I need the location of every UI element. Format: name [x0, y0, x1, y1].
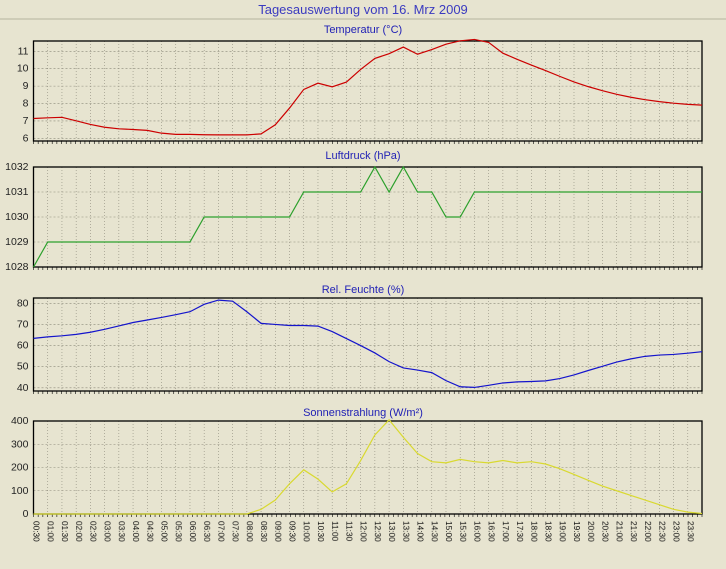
svg-text:7: 7	[23, 115, 29, 127]
svg-text:Rel. Feuchte (%): Rel. Feuchte (%)	[322, 284, 405, 296]
svg-text:1031: 1031	[5, 186, 29, 198]
svg-text:20:30: 20:30	[600, 521, 610, 542]
svg-text:03:30: 03:30	[117, 521, 127, 542]
svg-text:19:00: 19:00	[558, 521, 568, 542]
svg-text:16:30: 16:30	[487, 521, 497, 542]
svg-text:03:00: 03:00	[103, 521, 113, 542]
svg-text:04:30: 04:30	[145, 521, 155, 542]
svg-text:16:00: 16:00	[472, 521, 482, 542]
svg-text:10:00: 10:00	[302, 521, 312, 542]
svg-text:01:30: 01:30	[60, 521, 70, 542]
svg-text:02:00: 02:00	[74, 521, 84, 542]
svg-text:22:00: 22:00	[643, 521, 653, 542]
svg-text:12:00: 12:00	[359, 521, 369, 542]
svg-text:06:00: 06:00	[188, 521, 198, 542]
svg-text:18:30: 18:30	[544, 521, 554, 542]
svg-text:23:30: 23:30	[686, 521, 696, 542]
svg-text:70: 70	[17, 318, 29, 330]
svg-text:07:00: 07:00	[216, 521, 226, 542]
svg-text:05:00: 05:00	[160, 521, 170, 542]
svg-text:08:30: 08:30	[259, 521, 269, 542]
svg-text:14:00: 14:00	[416, 521, 426, 542]
svg-text:01:00: 01:00	[46, 521, 56, 542]
svg-text:Sonnenstrahlung (W/m²): Sonnenstrahlung (W/m²)	[303, 407, 423, 419]
svg-text:00:30: 00:30	[32, 521, 42, 542]
svg-text:11:00: 11:00	[330, 521, 340, 542]
svg-text:22:30: 22:30	[657, 521, 667, 542]
svg-text:10: 10	[17, 63, 29, 75]
svg-text:11: 11	[18, 45, 29, 57]
svg-text:07:30: 07:30	[231, 521, 241, 542]
svg-text:02:30: 02:30	[88, 521, 98, 542]
svg-text:17:30: 17:30	[515, 521, 525, 542]
svg-text:40: 40	[17, 382, 29, 394]
svg-text:100: 100	[11, 485, 29, 497]
svg-text:23:00: 23:00	[672, 521, 682, 542]
svg-text:10:30: 10:30	[316, 521, 326, 542]
svg-text:08:00: 08:00	[245, 521, 255, 542]
svg-text:18:00: 18:00	[529, 521, 539, 542]
svg-text:200: 200	[11, 462, 29, 474]
svg-text:14:30: 14:30	[430, 521, 440, 542]
svg-text:13:00: 13:00	[387, 521, 397, 542]
svg-text:20:00: 20:00	[586, 521, 596, 542]
svg-text:300: 300	[11, 438, 29, 450]
svg-text:1028: 1028	[5, 261, 29, 273]
svg-text:80: 80	[17, 297, 29, 309]
svg-text:04:00: 04:00	[131, 521, 141, 542]
svg-text:05:30: 05:30	[174, 521, 184, 542]
svg-text:11:30: 11:30	[344, 521, 354, 542]
svg-text:Luftdruck (hPa): Luftdruck (hPa)	[325, 150, 400, 162]
svg-text:1029: 1029	[5, 236, 29, 248]
svg-text:13:30: 13:30	[401, 521, 411, 542]
svg-text:8: 8	[23, 98, 29, 110]
svg-text:400: 400	[11, 415, 29, 427]
svg-text:9: 9	[23, 80, 29, 92]
svg-text:0: 0	[23, 508, 29, 520]
svg-text:Temperatur (°C): Temperatur (°C)	[324, 24, 402, 36]
svg-text:09:30: 09:30	[288, 521, 298, 542]
svg-text:Tagesauswertung vom 16. Mrz 20: Tagesauswertung vom 16. Mrz 2009	[258, 2, 468, 17]
svg-text:06:30: 06:30	[202, 521, 212, 542]
svg-text:15:30: 15:30	[458, 521, 468, 542]
svg-text:15:00: 15:00	[444, 521, 454, 542]
svg-text:21:00: 21:00	[615, 521, 625, 542]
svg-text:1032: 1032	[5, 161, 29, 173]
svg-text:19:30: 19:30	[572, 521, 582, 542]
svg-text:50: 50	[17, 361, 29, 373]
svg-text:12:30: 12:30	[373, 521, 383, 542]
svg-text:21:30: 21:30	[629, 521, 639, 542]
svg-text:17:00: 17:00	[501, 521, 511, 542]
svg-text:60: 60	[17, 340, 29, 352]
svg-text:09:00: 09:00	[273, 521, 283, 542]
svg-text:6: 6	[23, 132, 29, 144]
svg-text:1030: 1030	[5, 211, 29, 223]
